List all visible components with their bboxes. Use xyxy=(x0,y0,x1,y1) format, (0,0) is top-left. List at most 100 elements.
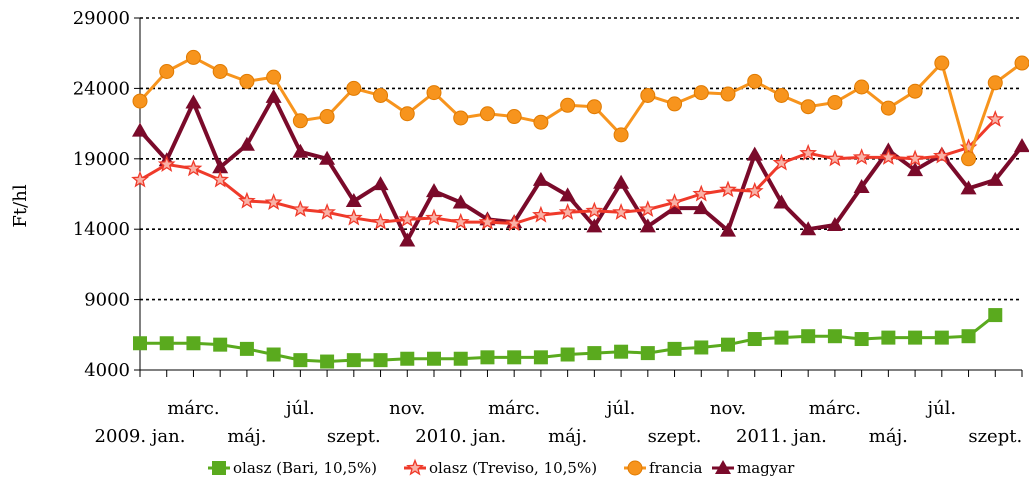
data-point-bari xyxy=(667,341,682,356)
data-point-magyar xyxy=(639,218,656,233)
data-point-francia xyxy=(239,73,255,89)
data-point-treviso xyxy=(558,202,577,220)
data-point-treviso xyxy=(157,155,176,172)
data-point-treviso xyxy=(478,212,497,230)
data-point-magyar xyxy=(853,178,870,193)
data-point-treviso xyxy=(451,212,470,230)
data-point-francia xyxy=(266,69,282,85)
x-tick-label: 2011. jan. xyxy=(736,426,827,447)
data-point-bari xyxy=(881,330,896,345)
data-point-treviso xyxy=(291,200,310,218)
x-tick-label: szept. xyxy=(327,426,381,447)
data-point-bari xyxy=(560,347,575,362)
y-tick-label: 4000 xyxy=(84,360,130,381)
data-point-treviso xyxy=(425,208,443,226)
data-point-bari xyxy=(186,336,201,351)
data-point-bari xyxy=(801,329,816,344)
data-point-magyar xyxy=(372,176,389,191)
data-point-treviso xyxy=(772,153,791,171)
data-point-magyar xyxy=(319,150,336,165)
data-point-bari xyxy=(400,351,415,366)
x-tick-label: júl. xyxy=(284,398,315,419)
y-tick-label: 29000 xyxy=(73,8,130,29)
series-line-magyar xyxy=(138,94,1024,243)
data-point-magyar xyxy=(132,122,148,137)
data-point-treviso xyxy=(719,180,737,198)
x-tick-label: szept. xyxy=(648,426,702,447)
legend-label: francia xyxy=(649,459,703,477)
x-tick-label: máj. xyxy=(548,426,587,447)
y-tick-label: 24000 xyxy=(73,78,130,99)
data-point-treviso xyxy=(211,170,230,188)
data-point-treviso xyxy=(906,149,924,167)
data-point-francia xyxy=(800,99,816,115)
data-point-magyar xyxy=(292,143,309,158)
data-point-treviso xyxy=(852,148,871,165)
data-point-francia xyxy=(373,87,389,103)
data-point-bari xyxy=(533,350,548,365)
data-point-francia xyxy=(773,87,789,103)
data-point-treviso xyxy=(318,202,336,220)
data-point-bari xyxy=(320,354,335,369)
data-point-francia xyxy=(640,87,656,103)
x-tick-label: 2010. jan. xyxy=(415,426,506,447)
data-point-magyar xyxy=(693,200,710,215)
data-point-treviso xyxy=(692,184,711,202)
data-point-magyar xyxy=(586,218,603,233)
data-point-magyar xyxy=(800,221,817,236)
data-point-francia xyxy=(667,96,683,112)
data-point-bari xyxy=(827,329,842,344)
data-point-treviso xyxy=(826,149,844,167)
data-point-francia xyxy=(159,64,175,80)
data-point-magyar xyxy=(238,136,255,151)
data-point-magyar xyxy=(452,194,469,209)
y-tick-label: 14000 xyxy=(73,219,130,240)
data-point-francia xyxy=(693,85,709,101)
data-point-francia xyxy=(907,83,923,99)
data-point-magyar xyxy=(212,159,229,174)
data-point-francia xyxy=(1014,55,1029,71)
legend-label: olasz (Treviso, 10,5%) xyxy=(429,459,597,477)
data-point-francia xyxy=(132,93,148,109)
data-point-francia xyxy=(747,73,763,89)
data-point-magyar xyxy=(960,180,977,195)
data-point-treviso xyxy=(532,205,550,223)
y-tick-label: 19000 xyxy=(73,149,130,170)
data-point-francia xyxy=(987,75,1003,91)
series-line-francia xyxy=(138,55,1023,161)
data-point-bari xyxy=(159,336,174,351)
data-point-francia xyxy=(479,106,495,122)
data-point-magyar xyxy=(773,194,790,209)
data-point-bari xyxy=(694,340,709,355)
data-point-bari xyxy=(961,329,976,344)
gridlines xyxy=(140,17,1022,301)
data-point-treviso xyxy=(745,181,764,199)
legend-item: magyar xyxy=(712,459,795,477)
legend-marker xyxy=(406,458,424,476)
data-point-magyar xyxy=(265,88,282,103)
x-tick-label: máj. xyxy=(227,426,266,447)
y-tick-label: 9000 xyxy=(84,290,130,311)
data-point-francia xyxy=(399,106,415,122)
series-layer xyxy=(131,49,1029,369)
data-point-francia xyxy=(827,94,843,110)
data-point-francia xyxy=(185,49,201,65)
data-point-magyar xyxy=(559,187,576,202)
data-point-francia xyxy=(212,64,228,80)
data-point-treviso xyxy=(585,201,604,219)
data-point-bari xyxy=(239,341,254,356)
data-point-francia xyxy=(961,151,977,167)
data-point-treviso xyxy=(986,110,1005,127)
data-point-magyar xyxy=(1014,138,1029,153)
series-treviso xyxy=(131,110,1005,232)
data-point-magyar xyxy=(613,174,630,189)
data-point-bari xyxy=(293,353,308,368)
data-point-bari xyxy=(908,330,923,345)
data-point-treviso xyxy=(398,210,417,227)
data-point-magyar xyxy=(532,171,549,186)
data-point-bari xyxy=(133,336,147,351)
x-tick-label: márc. xyxy=(167,398,219,419)
data-point-magyar xyxy=(345,193,362,208)
data-point-francia xyxy=(934,55,950,71)
data-point-treviso xyxy=(799,143,818,161)
